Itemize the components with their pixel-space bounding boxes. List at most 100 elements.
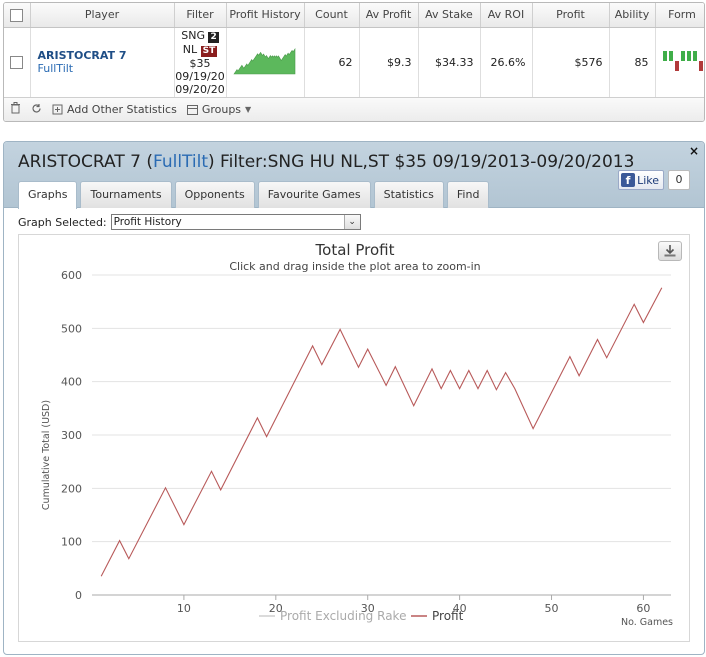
form-win-bar xyxy=(681,50,685,61)
y-tick-label: 400 xyxy=(61,376,82,389)
legend-label: Profit Excluding Rake xyxy=(280,609,406,623)
ability-cell: 85 xyxy=(609,27,656,97)
table-row: ARISTOCRAT 7 FullTilt SNG 2 NL ST $35 09… xyxy=(4,27,704,97)
column-header-ability[interactable]: Ability xyxy=(609,3,656,28)
sparkline-area xyxy=(233,47,296,75)
heads-up-badge: 2 xyxy=(208,31,219,43)
groups-icon xyxy=(186,104,198,115)
facebook-like-button[interactable]: f Like xyxy=(618,170,664,190)
form-win-bar xyxy=(663,50,667,61)
column-header-filter[interactable]: Filter xyxy=(174,3,227,28)
y-tick-label: 300 xyxy=(61,429,82,442)
graph-title: ARISTOCRAT 7 (FullTilt) Filter:SNG HU NL… xyxy=(18,152,635,172)
filter-cell: SNG 2 NL ST $35 09/19/20 09/20/20 xyxy=(174,27,227,97)
select-all-header[interactable] xyxy=(4,3,31,28)
form-win-bar xyxy=(669,50,673,61)
x-tick-label: 60 xyxy=(636,602,650,615)
refresh-icon[interactable] xyxy=(31,103,42,117)
graph-panel: ARISTOCRAT 7 (FullTilt) Filter:SNG HU NL… xyxy=(3,141,705,655)
column-header-av-stake[interactable]: Av Stake xyxy=(418,3,481,28)
close-panel-button[interactable]: × xyxy=(688,144,699,158)
chevron-down-icon: ▼ xyxy=(245,105,252,114)
filter-game-type: SNG xyxy=(181,28,205,42)
graph-select-dropdown[interactable]: Profit History ⌄ xyxy=(110,214,361,230)
tab-opponents[interactable]: Opponents xyxy=(174,181,255,208)
y-tick-label: 600 xyxy=(61,269,82,282)
form-win-bar xyxy=(687,50,691,61)
trash-icon[interactable] xyxy=(10,102,21,117)
form-indicator xyxy=(663,50,703,71)
legend-label: Profit xyxy=(432,609,464,623)
tab-favourite-games[interactable]: Favourite Games xyxy=(257,181,371,208)
tab-graphs[interactable]: Graphs xyxy=(18,181,78,209)
filter-stake: $35 xyxy=(189,56,211,70)
y-tick-label: 100 xyxy=(61,536,82,549)
legend-item-profit-excluding-rake[interactable]: Profit Excluding Rake xyxy=(259,609,406,623)
like-label: Like xyxy=(637,173,659,187)
graph-header: ARISTOCRAT 7 (FullTilt) Filter:SNG HU NL… xyxy=(4,142,704,209)
speed-badge: ST xyxy=(200,45,218,57)
column-header-profit-history[interactable]: Profit History xyxy=(226,3,305,28)
av-roi-cell: 26.6% xyxy=(480,27,533,97)
graph-title-site-link[interactable]: FullTilt xyxy=(152,152,209,172)
filter-date-to: 09/20/20 xyxy=(175,82,225,96)
row-select-cell[interactable] xyxy=(4,27,31,97)
column-header-profit[interactable]: Profit xyxy=(532,3,610,28)
column-header-av-profit[interactable]: Av Profit xyxy=(359,3,419,28)
profit-cell: $576 xyxy=(532,27,610,97)
x-axis-title: No. Games xyxy=(621,617,673,628)
y-tick-label: 0 xyxy=(75,589,82,602)
profit-sparkline[interactable] xyxy=(233,46,297,76)
chart-subtitle: Click and drag inside the plot area to z… xyxy=(229,260,480,273)
x-tick-label: 30 xyxy=(361,602,375,615)
select-all-checkbox[interactable] xyxy=(10,8,24,22)
form-cell xyxy=(655,27,704,97)
av-profit-cell: $9.3 xyxy=(359,27,419,97)
filter-date-from: 09/19/20 xyxy=(175,69,225,83)
form-loss-bar xyxy=(699,60,703,71)
like-count: 0 xyxy=(668,170,690,190)
add-stats-icon xyxy=(52,104,63,115)
download-icon xyxy=(664,245,676,257)
y-tick-label: 200 xyxy=(61,482,82,495)
groups-dropdown[interactable]: Groups ▼ xyxy=(186,103,252,116)
column-header-av-roi[interactable]: Av ROI xyxy=(480,3,533,28)
graph-select-label: Graph Selected: xyxy=(18,215,107,229)
add-other-statistics-button[interactable]: Add Other Statistics xyxy=(52,103,177,116)
stats-footer: Add Other Statistics Groups ▼ xyxy=(4,97,704,121)
form-loss-bar xyxy=(675,60,679,71)
chart-area[interactable]: Total Profit Click and drag inside the pl… xyxy=(18,234,690,642)
column-header-player[interactable]: Player xyxy=(30,3,175,28)
facebook-icon: f xyxy=(621,173,636,187)
player-site-link[interactable]: FullTilt xyxy=(37,62,74,76)
chart-title: Total Profit xyxy=(315,241,395,259)
y-axis-title: Cumulative Total (USD) xyxy=(41,400,52,510)
legend-item-profit[interactable]: Profit xyxy=(411,609,464,623)
form-win-bar xyxy=(693,50,697,61)
x-tick-label: 10 xyxy=(177,602,191,615)
tab-find[interactable]: Find xyxy=(446,181,490,208)
row-checkbox[interactable] xyxy=(10,56,24,69)
x-tick-label: 20 xyxy=(269,602,283,615)
filter-limit: NL xyxy=(182,42,198,56)
tab-statistics[interactable]: Statistics xyxy=(373,181,444,208)
graph-select-row: Graph Selected: Profit History ⌄ xyxy=(18,214,361,230)
column-header-count[interactable]: Count xyxy=(304,3,360,28)
groups-label: Groups xyxy=(201,103,242,116)
download-chart-button[interactable] xyxy=(658,241,682,261)
tab-tournaments[interactable]: Tournaments xyxy=(80,181,172,208)
x-tick-label: 50 xyxy=(545,602,559,615)
x-tick-label: 40 xyxy=(453,602,467,615)
column-header-form[interactable]: Form xyxy=(655,3,704,28)
graph-tabs: Graphs Tournaments Opponents Favourite G… xyxy=(18,181,490,209)
stats-panel: Player Filter Profit History Count Av Pr… xyxy=(3,2,705,122)
profit-history-cell[interactable] xyxy=(226,27,305,97)
chevron-down-icon: ⌄ xyxy=(343,215,360,229)
facebook-like-widget: f Like 0 xyxy=(618,170,690,190)
graph-select-value: Profit History xyxy=(113,216,182,228)
count-cell: 62 xyxy=(304,27,360,97)
av-stake-cell: $34.33 xyxy=(418,27,481,97)
player-name-link[interactable]: ARISTOCRAT 7 xyxy=(37,49,127,63)
player-cell: ARISTOCRAT 7 FullTilt xyxy=(30,27,175,97)
